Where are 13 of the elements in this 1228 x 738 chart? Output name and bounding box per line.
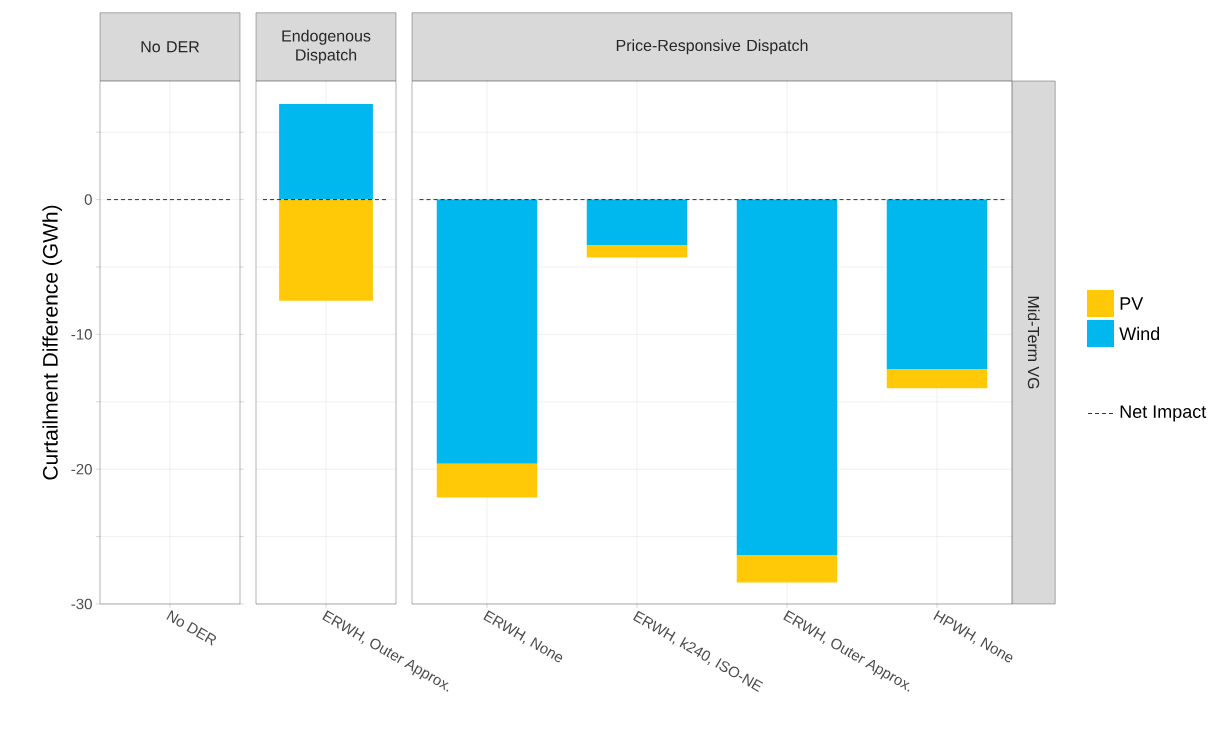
y-tick-label: 0 [84,194,92,205]
chart-title: Price-Responsive Dispatch [616,39,808,55]
y-tick-label: -30 [71,598,92,610]
x-tick-label: No DER [166,610,217,646]
y-tick-label: -10 [71,329,92,340]
legend-label: Wind [1119,326,1160,341]
legend-label: Net Impact [1120,405,1207,422]
legend-label: PV [1120,297,1144,310]
text: Mid-Term VG [1027,296,1040,389]
y-tick-label: -20 [71,463,92,475]
chart-title: Endogenous Dispatch [282,29,371,64]
chart-title: No DER [141,41,200,53]
y-axis-title: Curtailment Difference (GWh) [42,205,62,480]
